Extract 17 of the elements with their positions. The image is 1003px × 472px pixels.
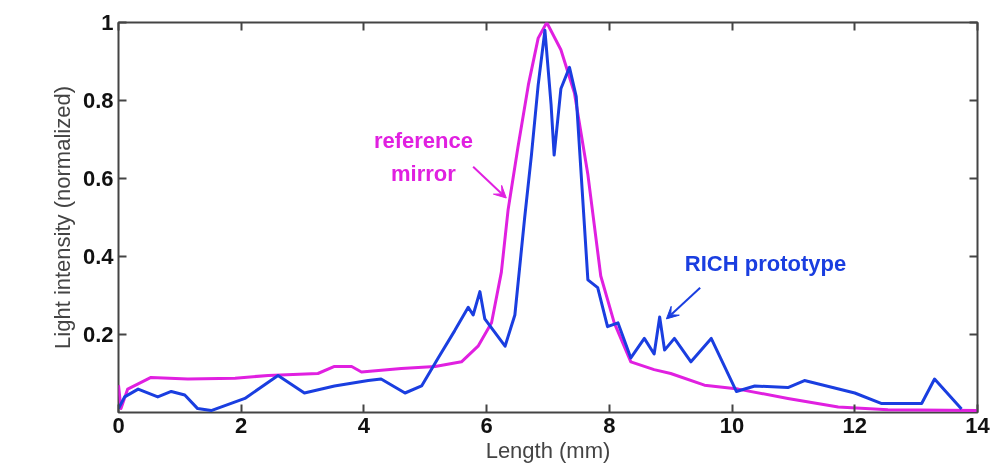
y-tick-label: 0.8	[82, 88, 114, 113]
x-tick-label: 6	[480, 412, 493, 438]
x-tick-label: 10	[719, 412, 745, 438]
x-tick-label: 8	[603, 412, 616, 438]
y-tick-label: 1	[101, 10, 114, 35]
y-tick-label: 0.6	[82, 166, 114, 191]
x-tick-label: 2	[235, 412, 248, 438]
y-tick-label: 0.2	[82, 322, 114, 347]
x-tick-label: 12	[842, 412, 868, 438]
annotation: reference mirror	[373, 128, 473, 187]
x-tick-label: 0	[112, 412, 125, 438]
y-axis-title: Light intensity (normalized)	[49, 86, 75, 349]
x-tick-label: 4	[357, 412, 371, 438]
annotation: RICH prototype	[684, 251, 847, 276]
y-tick-label: 0.4	[82, 244, 115, 269]
x-tick-label: 14	[965, 412, 991, 438]
x-axis-title: Length (mm)	[485, 437, 611, 463]
